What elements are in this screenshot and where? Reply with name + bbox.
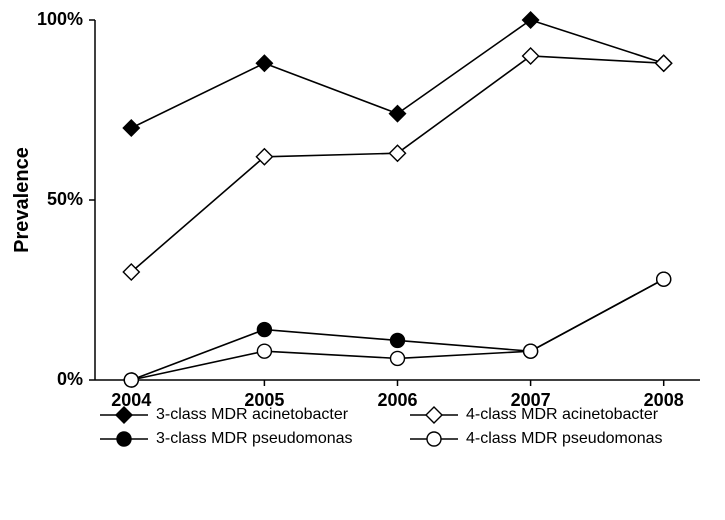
marker-s3 [117,432,131,446]
legend-label: 4-class MDR acinetobacter [466,406,659,423]
marker-s4 [524,344,538,358]
legend-label: 3-class MDR pseudomonas [156,430,353,447]
legend-label: 3-class MDR acinetobacter [156,406,349,423]
marker-s4 [257,344,271,358]
marker-s4 [124,373,138,387]
legend-label: 4-class MDR pseudomonas [466,430,663,447]
marker-s3 [391,333,405,347]
x-tick-label: 2004 [111,390,151,410]
y-tick-label: 50% [47,189,83,209]
chart-svg: 0%50%100%Prevalence200420052006200720083… [0,0,725,520]
x-tick-label: 2006 [377,390,417,410]
y-tick-label: 100% [37,9,83,29]
mdr-prevalence-chart: 0%50%100%Prevalence200420052006200720083… [0,0,725,520]
y-tick-label: 0% [57,369,83,389]
marker-s3 [257,323,271,337]
marker-s4 [657,272,671,286]
marker-s4 [427,432,441,446]
marker-s4 [391,351,405,365]
y-axis-label: Prevalence [11,147,33,253]
